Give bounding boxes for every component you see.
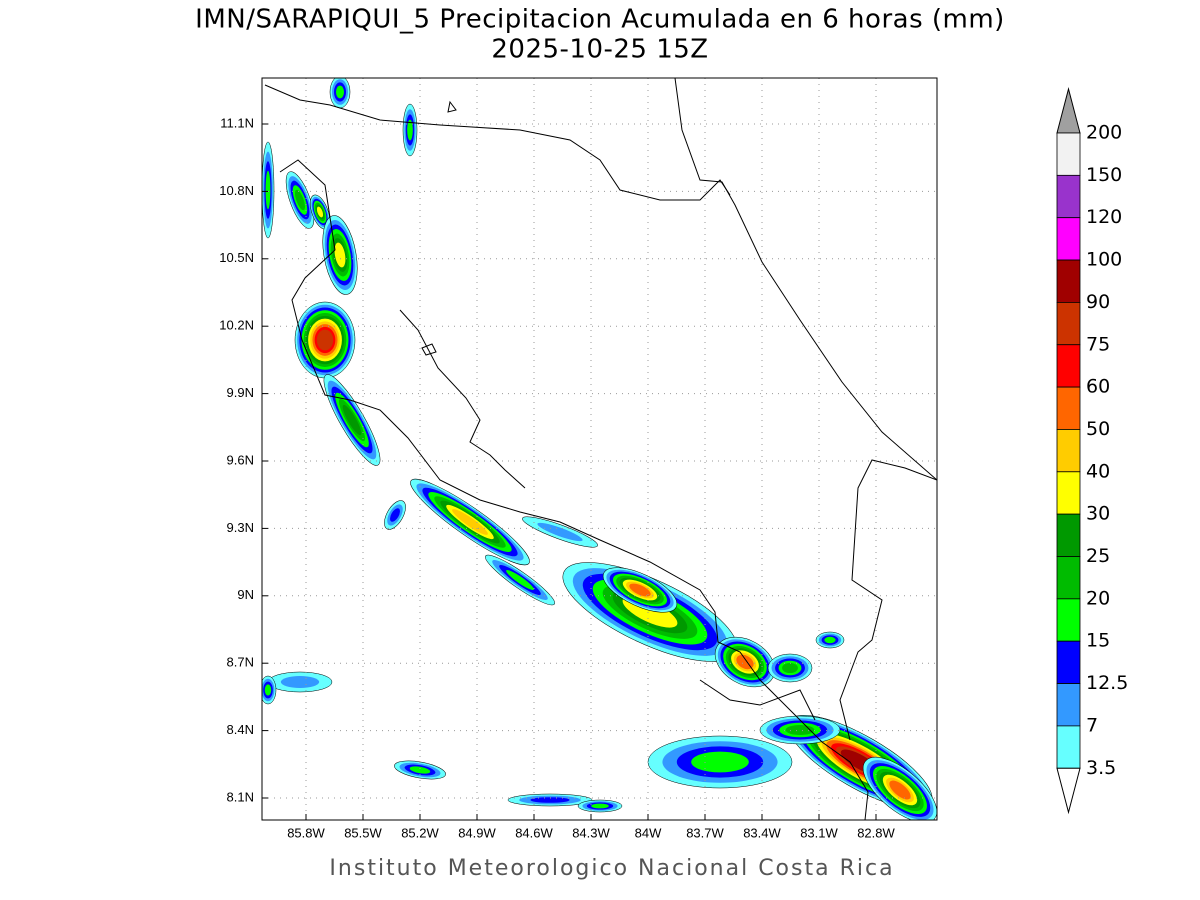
precip-contour — [280, 676, 320, 688]
gulf-coast — [399, 309, 526, 489]
precip-contour — [390, 508, 400, 522]
title: IMN/SARAPIQUI_5 Precipitacion Acumulada … — [195, 5, 1005, 35]
lat-tick-label: 8.7N — [227, 655, 254, 670]
precip-contour — [889, 780, 911, 800]
colorbar-bin — [1056, 429, 1081, 473]
precip-contour — [824, 636, 836, 644]
colorbar-label: 120 — [1086, 206, 1122, 228]
lon-tick-label: 84.6W — [515, 825, 553, 840]
colorbar-bin — [1056, 386, 1081, 430]
lon-tick-label: 85.2W — [401, 825, 439, 840]
colorbar-over — [1056, 87, 1081, 134]
colorbar-bin — [1056, 513, 1081, 557]
colorbar-bin — [1056, 471, 1081, 515]
precip-contour — [336, 85, 344, 99]
caribbean-coast — [674, 78, 937, 481]
precip-contour — [264, 684, 272, 696]
colorbar-label: 12.5 — [1086, 672, 1128, 694]
lat-tick-label: 10.2N — [219, 318, 254, 333]
colorbar-under — [1056, 767, 1081, 815]
border — [264, 84, 731, 201]
precip-contour — [506, 570, 534, 590]
colorbar: 200 150 120 100 90 75 60 50 40 30 25 20 15 12.5 7 3.5 — [1056, 87, 1128, 815]
precip-contour — [782, 662, 798, 674]
colorbar-bin — [1056, 556, 1081, 600]
precip-contour — [342, 404, 362, 436]
colorbar-label: 7 — [1086, 714, 1098, 736]
lon-tick-label: 82.8W — [857, 825, 895, 840]
lon-tick-label: 85.8W — [287, 825, 325, 840]
colorbar-bin — [1056, 344, 1081, 388]
precipitation-field — [262, 78, 937, 820]
colorbar-label: 200 — [1086, 122, 1122, 144]
colorbar-label: 60 — [1086, 376, 1110, 398]
precip-contour — [591, 803, 609, 809]
precip-contour — [334, 242, 346, 268]
lon-tick-label: 84.3W — [572, 825, 610, 840]
lat-tick-label: 10.8N — [219, 183, 254, 198]
precip-contour — [530, 797, 570, 803]
precip-contour — [629, 583, 651, 597]
pacific-coast — [279, 159, 869, 820]
colorbar-bin — [1056, 301, 1081, 346]
lon-tick-label: 83.4W — [743, 825, 781, 840]
lon-tick-label: 84W — [635, 825, 662, 840]
lat-tick-label: 9N — [237, 587, 254, 602]
precip-contour — [409, 766, 431, 774]
lon-tick-label: 85.5W — [344, 825, 382, 840]
colorbar-label: 50 — [1086, 418, 1110, 440]
colorbar-label: 75 — [1086, 333, 1110, 355]
precip-contour — [265, 170, 271, 210]
colorbar-bin — [1056, 640, 1081, 684]
peninsula — [699, 679, 816, 721]
colorbar-bin — [1056, 259, 1081, 303]
subtitle: 2025-10-25 15Z — [491, 35, 708, 65]
colorbar-label: 25 — [1086, 545, 1110, 567]
lat-tick-label: 8.4N — [227, 722, 254, 737]
island — [447, 100, 457, 113]
precip-contour — [691, 751, 749, 773]
lat-tick-label: 9.3N — [227, 520, 254, 535]
precip-contour — [407, 119, 413, 141]
precip-contour — [537, 522, 583, 542]
lat-tick-label: 10.5N — [219, 250, 254, 265]
map-frame — [261, 77, 938, 821]
colorbar-label: 20 — [1086, 587, 1110, 609]
grid — [262, 78, 937, 820]
footer: Instituto Meteorologico Nacional Costa R… — [329, 856, 894, 881]
lon-tick-label: 84.9W — [458, 825, 496, 840]
colorbar-bin — [1056, 217, 1081, 261]
panama-border — [839, 459, 937, 741]
lon-tick-label: 83.7W — [686, 825, 724, 840]
colorbar-label: 90 — [1086, 291, 1110, 313]
colorbar-label: 3.5 — [1086, 757, 1116, 779]
precip-contour — [316, 329, 334, 351]
colorbar-bin — [1056, 598, 1081, 642]
colorbar-bin — [1056, 132, 1081, 176]
colorbar-label: 15 — [1086, 630, 1110, 652]
colorbar-label: 40 — [1086, 460, 1110, 482]
island — [421, 343, 437, 356]
colorbar-bin — [1056, 725, 1081, 769]
lon-tick-label: 83.1W — [800, 825, 838, 840]
precip-contour — [294, 189, 306, 211]
precip-contour — [316, 206, 324, 218]
coastlines — [264, 78, 937, 820]
lat-tick-label: 8.1N — [227, 789, 254, 804]
lat-tick-label: 9.9N — [227, 385, 254, 400]
colorbar-bin — [1056, 683, 1081, 727]
colorbar-bin — [1056, 174, 1081, 219]
lat-tick-label: 9.6N — [227, 452, 254, 467]
colorbar-label: 30 — [1086, 503, 1110, 525]
colorbar-label: 100 — [1086, 249, 1122, 271]
colorbar-label: 150 — [1086, 164, 1122, 186]
lat-tick-label: 11.1N — [220, 115, 254, 130]
